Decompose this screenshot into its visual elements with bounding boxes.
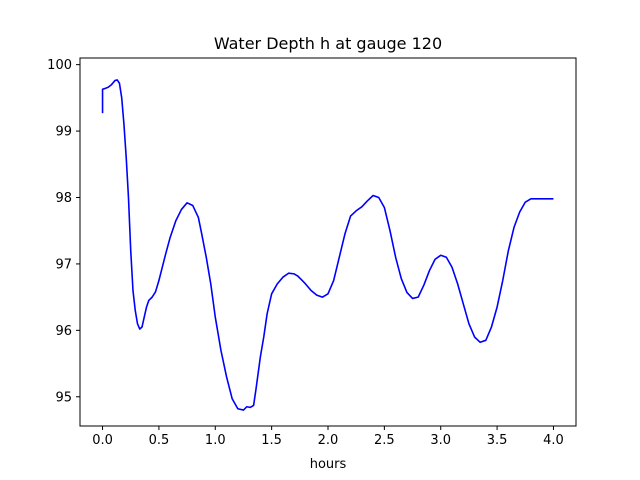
y-tick-label: 96 [55, 324, 72, 339]
x-tick-label: 2.5 [374, 433, 395, 448]
chart-title: Water Depth h at gauge 120 [214, 34, 442, 53]
x-axis: 0.0 0.5 1.0 1.5 2.0 2.5 3.0 3.5 4.0 [92, 426, 564, 448]
y-tick-label: 97 [55, 257, 72, 272]
x-tick-label: 2.0 [318, 433, 339, 448]
axes-frame [79, 57, 577, 427]
x-tick-label: 3.0 [430, 433, 451, 448]
y-tick-label: 98 [55, 191, 72, 206]
plot-area [101, 79, 554, 411]
x-tick-label: 4.0 [543, 433, 564, 448]
x-tick-label: 0.0 [92, 433, 113, 448]
y-tick-label: 95 [55, 390, 72, 405]
y-tick-label: 100 [47, 58, 72, 73]
x-tick-label: 0.5 [149, 433, 170, 448]
x-tick-label: 3.5 [487, 433, 508, 448]
x-axis-label: hours [310, 457, 347, 472]
x-tick-label: 1.5 [261, 433, 282, 448]
y-axis: 95 96 97 98 99 100 [47, 58, 80, 405]
series-line-0 [101, 79, 554, 411]
y-tick-label: 99 [55, 125, 72, 140]
x-tick-label: 1.0 [205, 433, 226, 448]
